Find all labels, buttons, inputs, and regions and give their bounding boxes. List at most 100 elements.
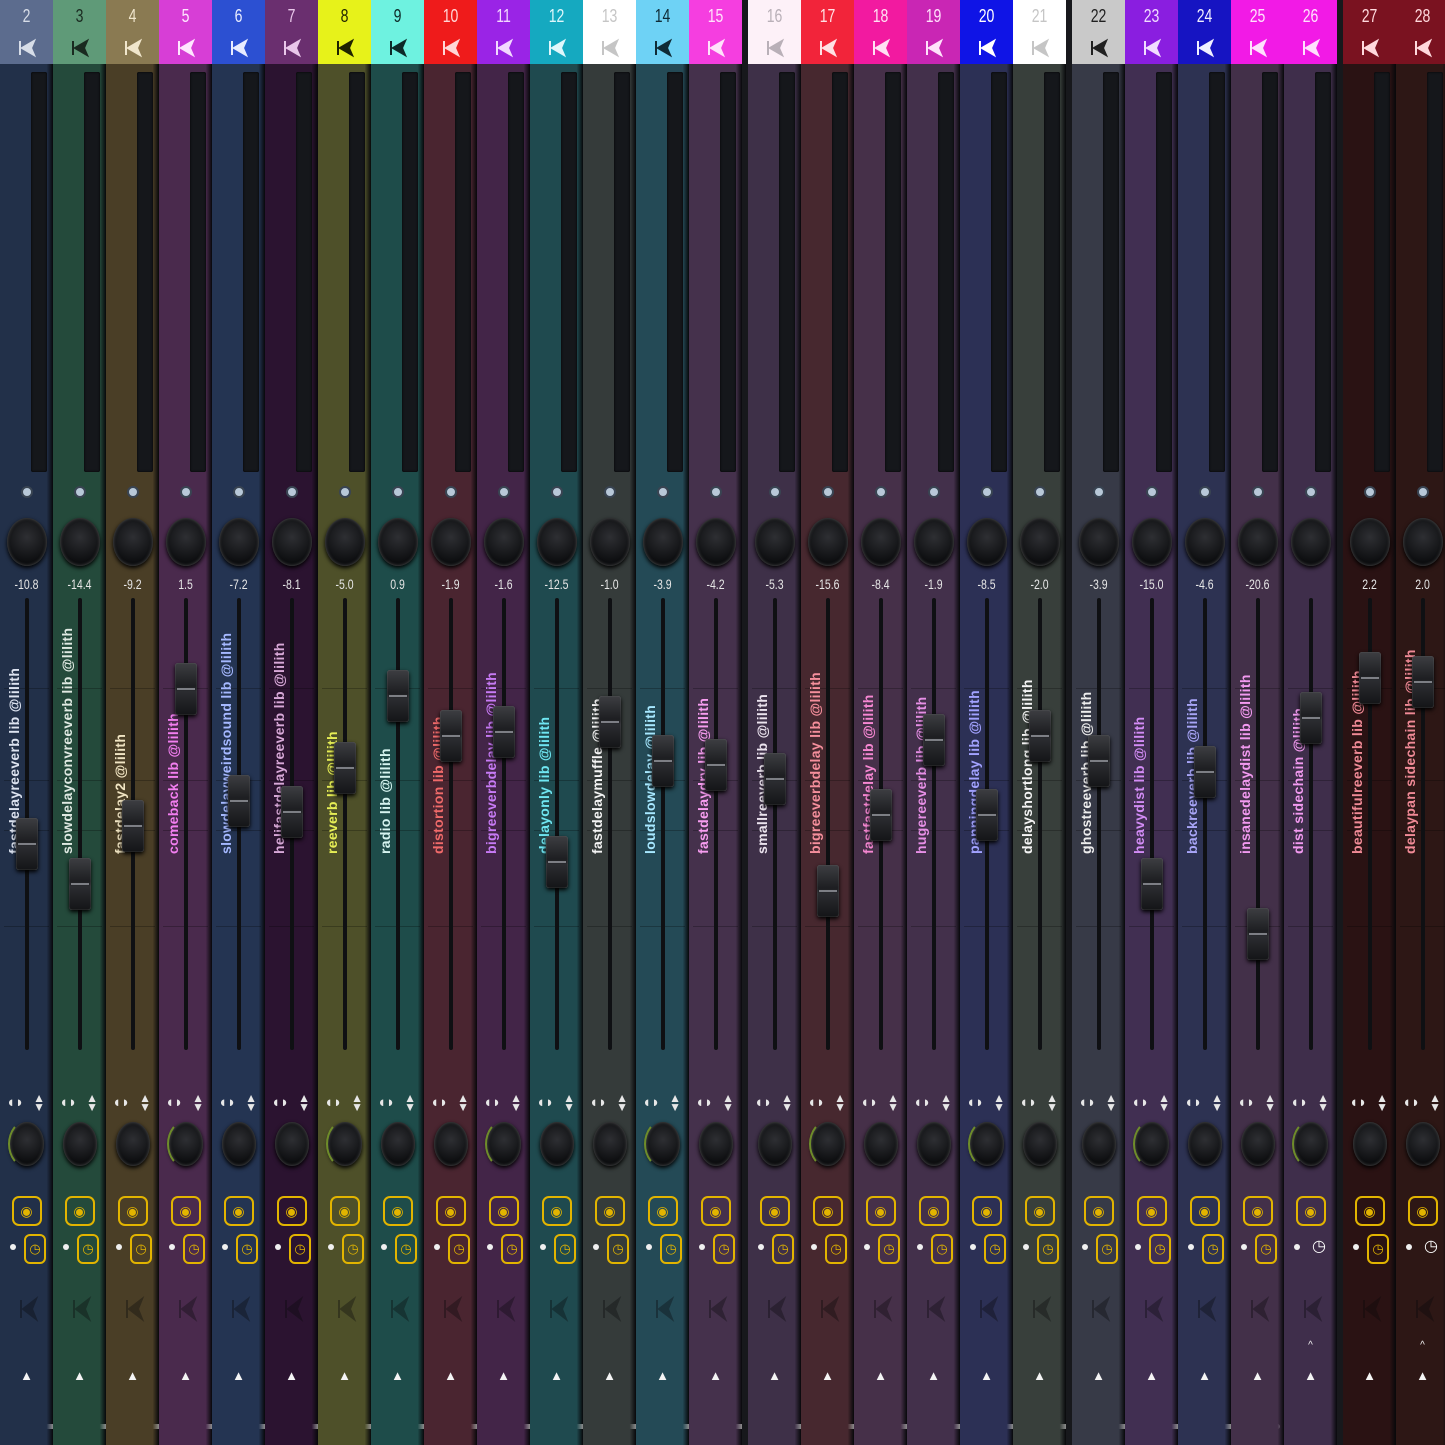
route-arrow-icon[interactable] xyxy=(265,38,318,58)
send-arrow-icon[interactable] xyxy=(106,1294,159,1331)
swap-ud-icon[interactable]: ▲ ▼ xyxy=(86,1094,98,1112)
fx-enable-button[interactable]: ◉ xyxy=(595,1196,625,1226)
track-enable-led[interactable] xyxy=(822,486,834,498)
send-arrow-icon[interactable] xyxy=(583,1294,636,1331)
track-enable-led[interactable] xyxy=(498,486,510,498)
fx-enable-button[interactable]: ◉ xyxy=(760,1196,790,1226)
track-name[interactable]: delayshortlong lib @lilith xyxy=(1017,72,1039,472)
swap-ud-icon[interactable]: ▲ ▼ xyxy=(351,1094,363,1112)
volume-fader[interactable] xyxy=(228,775,250,827)
pan-knob[interactable] xyxy=(808,518,848,566)
swap-lr-icon[interactable]: ◖◗ xyxy=(966,1094,984,1111)
mixer-track-7[interactable]: 7 helifastdelayreeverb lib @lilith -8.1 ◖◗ ▲… xyxy=(265,0,318,1445)
track-enable-led[interactable] xyxy=(1417,486,1429,498)
swap-ud-icon[interactable]: ▲ ▼ xyxy=(722,1094,734,1112)
track-name[interactable]: insanedelaydist lib @lilith xyxy=(1235,72,1257,472)
swap-ud-icon[interactable]: ▲ ▼ xyxy=(510,1094,522,1112)
up-arrow-icon[interactable]: ▲ xyxy=(636,1368,689,1383)
track-name[interactable]: bigreeverbdelay lib @lilith xyxy=(481,72,503,472)
fx-enable-button[interactable]: ◉ xyxy=(277,1196,307,1226)
up-arrow-icon[interactable]: ▲ xyxy=(0,1368,53,1383)
record-dot[interactable] xyxy=(169,1244,175,1250)
latency-clock-button[interactable]: ◷ xyxy=(183,1234,205,1264)
route-arrow-icon[interactable] xyxy=(1125,38,1178,58)
track-enable-led[interactable] xyxy=(1199,486,1211,498)
fx-enable-button[interactable]: ◉ xyxy=(171,1196,201,1226)
fx-enable-button[interactable]: ◉ xyxy=(118,1196,148,1226)
track-enable-led[interactable] xyxy=(981,486,993,498)
send-arrow-icon[interactable] xyxy=(854,1294,907,1331)
swap-icons[interactable]: ◖◗ ▲ ▼ xyxy=(1178,1094,1231,1112)
pan-knob[interactable] xyxy=(1403,518,1443,566)
swap-lr-icon[interactable]: ◖◗ xyxy=(324,1094,342,1111)
record-dot[interactable] xyxy=(222,1244,228,1250)
record-dot[interactable] xyxy=(970,1244,976,1250)
swap-icons[interactable]: ◖◗ ▲ ▼ xyxy=(318,1094,371,1112)
volume-fader[interactable] xyxy=(870,789,892,841)
mixer-track-13[interactable]: 13 fastdelaymuffle @lilith -1.0 ◖◗ ▲ ▼ ◉ ◷ ▲ xyxy=(583,0,636,1445)
small-up-arrow-icon[interactable]: ^ xyxy=(1396,1340,1445,1351)
swap-ud-icon[interactable]: ▲ ▼ xyxy=(1158,1094,1170,1112)
swap-ud-icon[interactable]: ▲ ▼ xyxy=(616,1094,628,1112)
fx-enable-button[interactable]: ◉ xyxy=(12,1196,42,1226)
stereo-separation-knob[interactable] xyxy=(381,1122,415,1166)
swap-ud-icon[interactable]: ▲ ▼ xyxy=(139,1094,151,1112)
up-arrow-icon[interactable]: ▲ xyxy=(583,1368,636,1383)
track-header[interactable]: 5 xyxy=(159,0,212,64)
swap-lr-icon[interactable]: ◖◗ xyxy=(483,1094,501,1111)
up-arrow-icon[interactable]: ▲ xyxy=(1343,1368,1396,1383)
volume-fader[interactable] xyxy=(281,786,303,838)
latency-clock-button[interactable]: ◷ xyxy=(395,1234,417,1264)
swap-icons[interactable]: ◖◗ ▲ ▼ xyxy=(689,1094,742,1112)
pan-knob[interactable] xyxy=(1185,518,1225,566)
swap-icons[interactable]: ◖◗ ▲ ▼ xyxy=(424,1094,477,1112)
latency-clock-button[interactable]: ◷ xyxy=(713,1234,735,1264)
volume-fader[interactable] xyxy=(1194,746,1216,798)
latency-clock-button[interactable]: ◷ xyxy=(236,1234,258,1264)
swap-icons[interactable]: ◖◗ ▲ ▼ xyxy=(159,1094,212,1112)
swap-icons[interactable]: ◖◗ ▲ ▼ xyxy=(1072,1094,1125,1112)
track-name[interactable]: beautifulreeverb lib @lilith xyxy=(1347,72,1369,472)
pan-knob[interactable] xyxy=(643,518,683,566)
record-dot[interactable] xyxy=(811,1244,817,1250)
latency-clock-button[interactable]: ◷ xyxy=(1420,1234,1442,1264)
fx-enable-button[interactable]: ◉ xyxy=(1025,1196,1055,1226)
swap-ud-icon[interactable]: ▲ ▼ xyxy=(1105,1094,1117,1112)
stereo-separation-knob[interactable] xyxy=(758,1122,792,1166)
fx-enable-button[interactable]: ◉ xyxy=(436,1196,466,1226)
latency-clock-button[interactable]: ◷ xyxy=(289,1234,311,1264)
send-arrow-icon[interactable] xyxy=(1231,1294,1284,1331)
track-name[interactable]: panningdelay lib @lilith xyxy=(964,72,986,472)
pan-knob[interactable] xyxy=(1238,518,1278,566)
swap-ud-icon[interactable]: ▲ ▼ xyxy=(993,1094,1005,1112)
pan-knob[interactable] xyxy=(272,518,312,566)
track-header[interactable]: 27 xyxy=(1343,0,1396,64)
fx-enable-button[interactable]: ◉ xyxy=(1137,1196,1167,1226)
volume-fader[interactable] xyxy=(546,836,568,888)
track-enable-led[interactable] xyxy=(1305,486,1317,498)
mixer-track-3[interactable]: 3 slowdelayconvreeverb lib @lilith -14.4 ◖◗… xyxy=(53,0,106,1445)
pan-knob[interactable] xyxy=(7,518,47,566)
swap-ud-icon[interactable]: ▲ ▼ xyxy=(1376,1094,1388,1112)
send-arrow-icon[interactable] xyxy=(907,1294,960,1331)
fx-enable-button[interactable]: ◉ xyxy=(919,1196,949,1226)
fx-enable-button[interactable]: ◉ xyxy=(648,1196,678,1226)
record-dot[interactable] xyxy=(487,1244,493,1250)
stereo-separation-knob[interactable] xyxy=(328,1122,362,1166)
up-arrow-icon[interactable]: ▲ xyxy=(748,1368,801,1383)
send-arrow-icon[interactable] xyxy=(801,1294,854,1331)
fx-enable-button[interactable]: ◉ xyxy=(972,1196,1002,1226)
track-name[interactable]: ghostreeverb lib @lilith xyxy=(1076,72,1098,472)
track-header[interactable]: 19 xyxy=(907,0,960,64)
stereo-separation-knob[interactable] xyxy=(593,1122,627,1166)
track-header[interactable]: 13 xyxy=(583,0,636,64)
track-header[interactable]: 2 xyxy=(0,0,53,64)
latency-clock-button[interactable]: ◷ xyxy=(1367,1234,1389,1264)
swap-lr-icon[interactable]: ◖◗ xyxy=(165,1094,183,1111)
swap-ud-icon[interactable]: ▲ ▼ xyxy=(245,1094,257,1112)
record-dot[interactable] xyxy=(917,1244,923,1250)
swap-icons[interactable]: ◖◗ ▲ ▼ xyxy=(1125,1094,1178,1112)
swap-lr-icon[interactable]: ◖◗ xyxy=(430,1094,448,1111)
swap-ud-icon[interactable]: ▲ ▼ xyxy=(1211,1094,1223,1112)
route-arrow-icon[interactable] xyxy=(212,38,265,58)
